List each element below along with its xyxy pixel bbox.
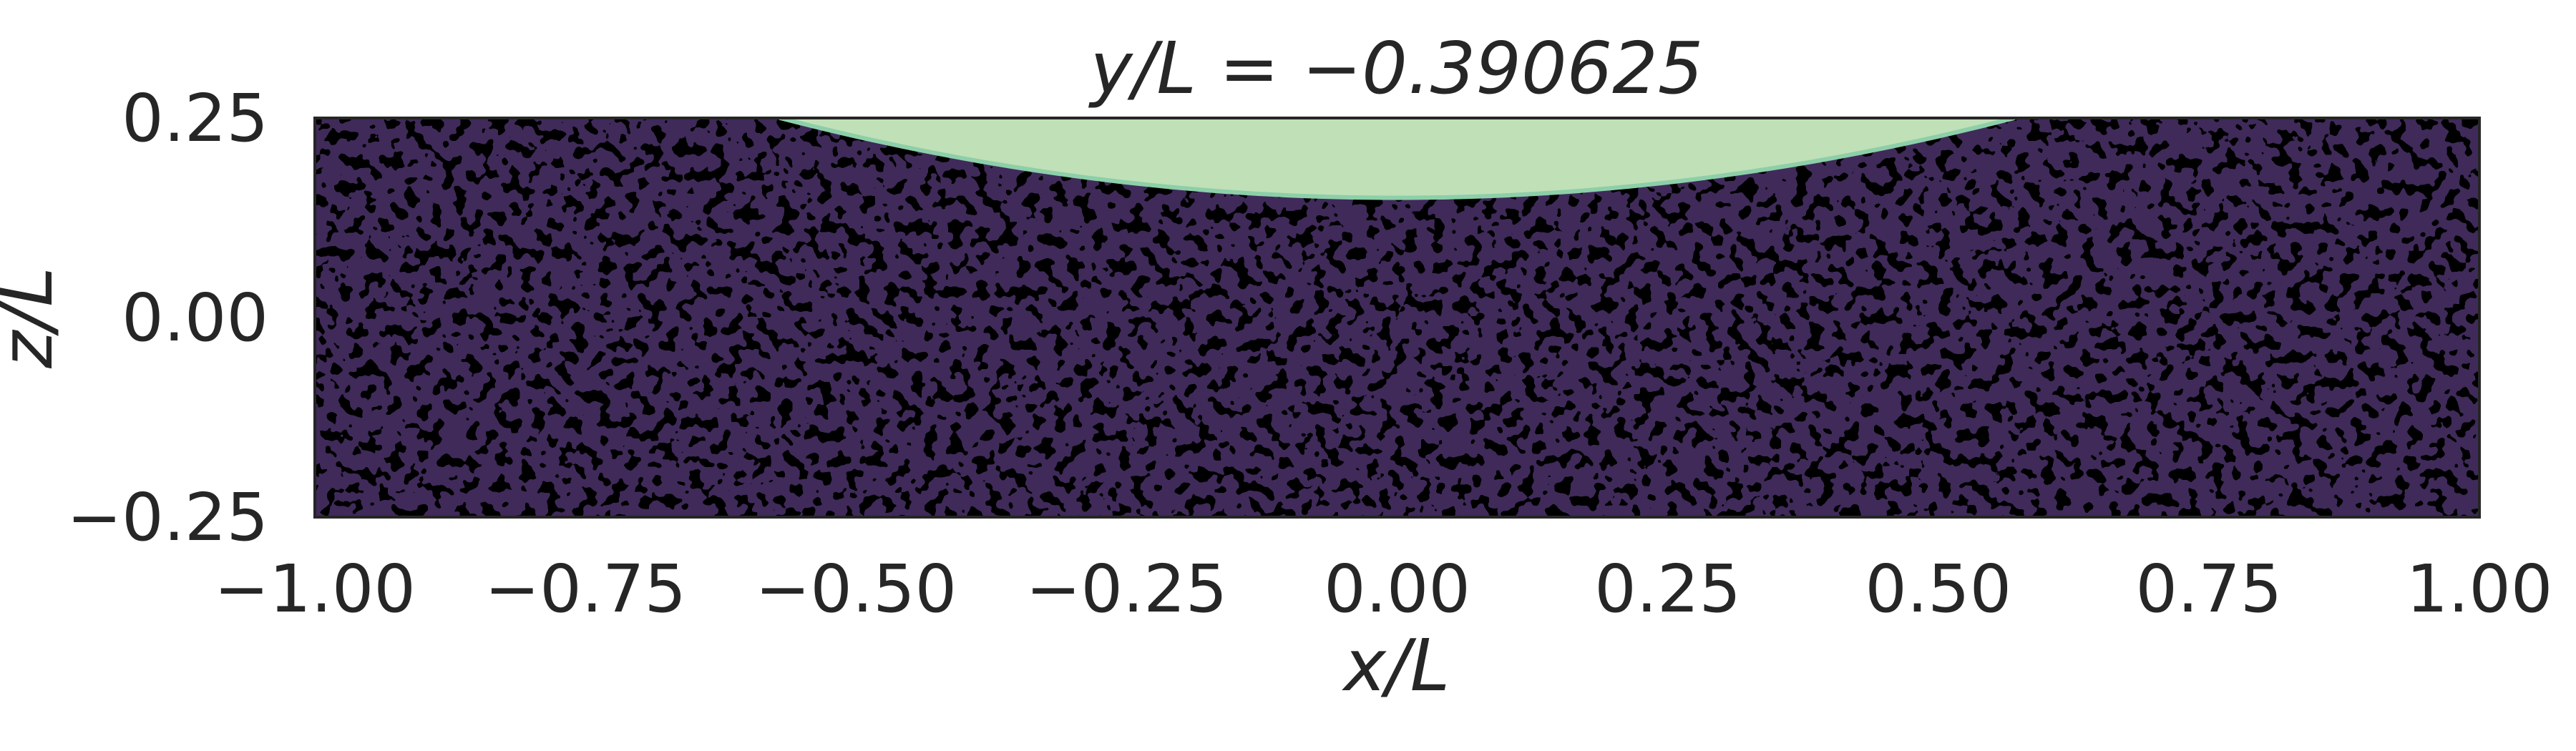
x-tick-label: 1.00 bbox=[2406, 551, 2553, 627]
plot-frame bbox=[313, 117, 2481, 519]
cap-region bbox=[776, 118, 2018, 200]
y-axis-label: z/L bbox=[0, 267, 69, 369]
x-tick-label: −0.50 bbox=[755, 551, 957, 627]
x-tick-label: 0.50 bbox=[1865, 551, 2011, 627]
x-tick-label: 0.25 bbox=[1594, 551, 1741, 627]
x-tick-label: 0.00 bbox=[1324, 551, 1470, 627]
x-tick-label: −0.25 bbox=[1025, 551, 1227, 627]
x-tick-labels: −1.00 −0.75 −0.50 −0.25 0.00 0.25 0.50 0.75 1.00 bbox=[214, 551, 2552, 627]
y-tick-labels: −0.25 0.00 0.25 bbox=[67, 80, 268, 556]
y-tick-label: −0.25 bbox=[67, 479, 268, 556]
x-axis-label: x/L bbox=[1342, 624, 1450, 707]
plot-area bbox=[315, 118, 2479, 517]
chart-title: y/L = −0.390625 bbox=[1088, 26, 1704, 110]
x-tick-label: −0.75 bbox=[484, 551, 686, 627]
y-tick-label: 0.25 bbox=[122, 80, 268, 157]
y-tick-label: 0.00 bbox=[122, 280, 268, 356]
x-tick-label: −1.00 bbox=[214, 551, 416, 627]
x-tick-label: 0.75 bbox=[2135, 551, 2282, 627]
